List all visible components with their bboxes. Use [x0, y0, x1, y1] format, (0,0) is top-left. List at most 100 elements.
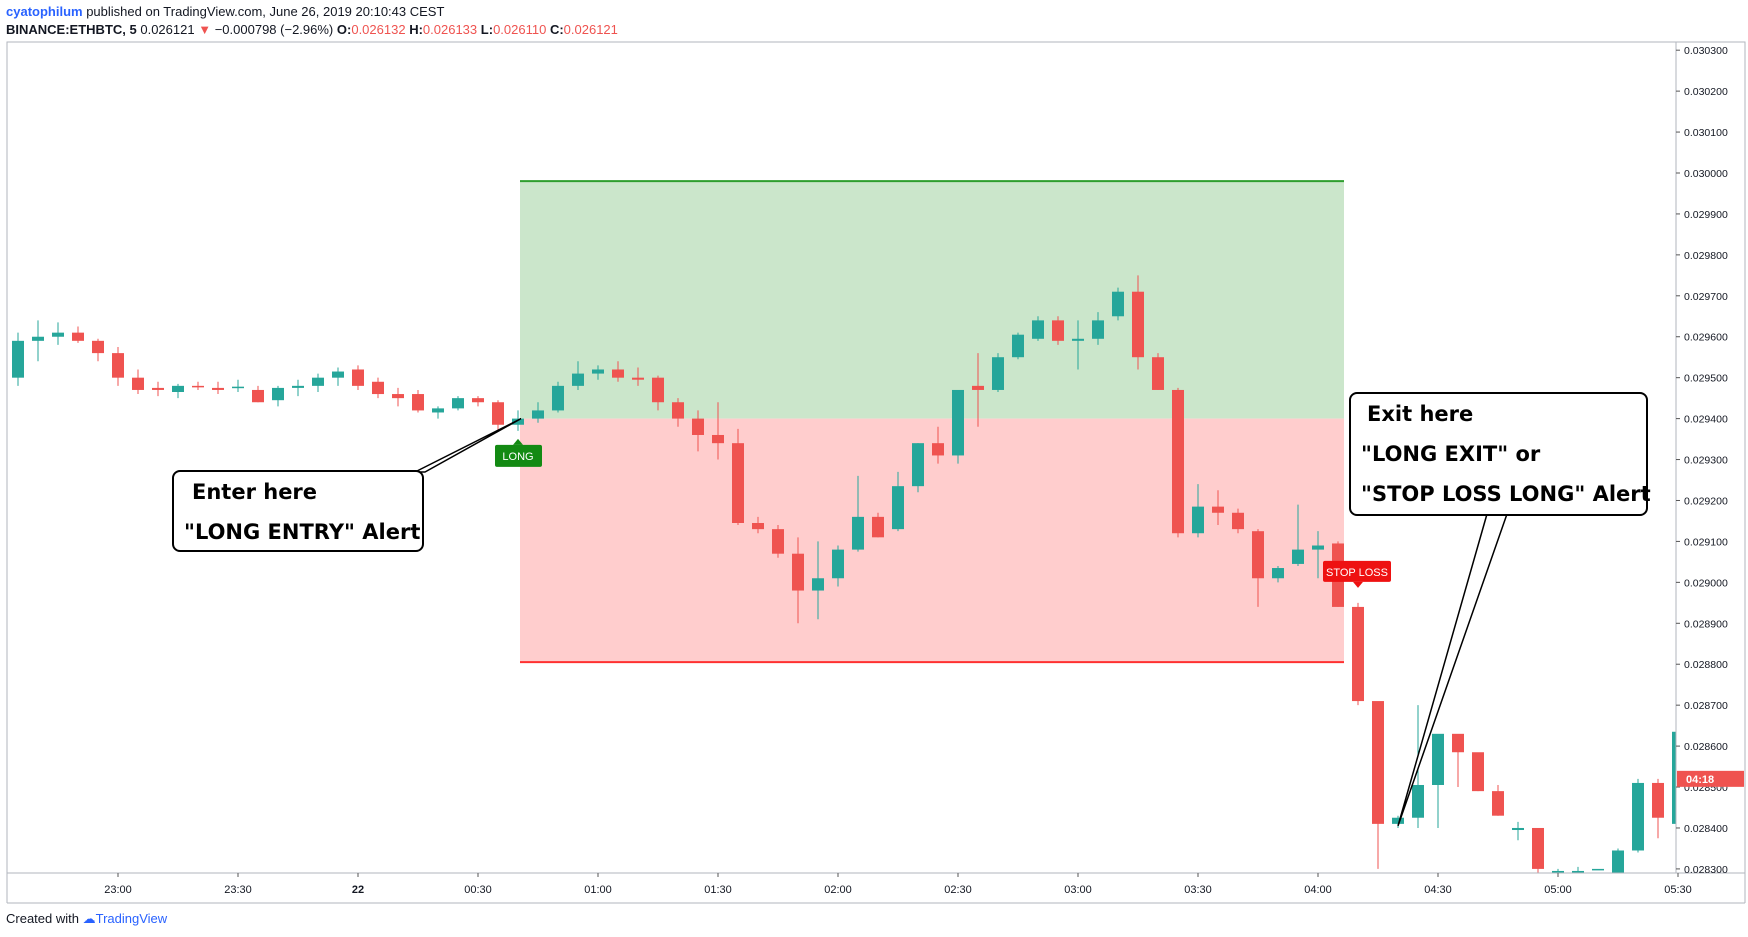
candle	[112, 346, 124, 386]
candle-body	[1132, 291, 1144, 358]
ohlc-legend: BINANCE:ETHBTC, 5 0.026121 ▼ −0.000798 (…	[6, 22, 618, 37]
candle-body	[1552, 870, 1564, 873]
open-value: 0.026132	[351, 22, 406, 37]
candle	[632, 367, 644, 386]
loss-zone	[520, 418, 1344, 663]
candle-body	[852, 516, 864, 550]
last-price: 0.026121	[140, 22, 195, 37]
candle	[352, 365, 364, 390]
candle	[1452, 733, 1464, 788]
x-tick-label: 02:00	[824, 884, 852, 896]
candle	[172, 383, 184, 399]
candle	[772, 525, 784, 558]
candle	[692, 410, 704, 452]
y-tick-label: 0.029400	[1684, 414, 1728, 426]
candle	[72, 326, 84, 343]
candle-body	[552, 385, 564, 411]
candle	[1052, 316, 1064, 345]
candle	[452, 396, 464, 411]
candle	[592, 365, 604, 380]
symbol-label: BINANCE:ETHBTC, 5	[6, 22, 137, 37]
candle-body	[232, 386, 244, 389]
candle	[432, 406, 444, 419]
candle-body	[792, 553, 804, 591]
close-value: 0.026121	[563, 22, 618, 37]
candle	[332, 367, 344, 386]
candle-body	[592, 369, 604, 374]
candle-body	[112, 353, 124, 378]
candle	[1092, 312, 1104, 345]
candle	[792, 537, 804, 624]
candle-body	[1452, 733, 1464, 753]
publish-info: cyatophilum published on TradingView.com…	[6, 4, 444, 19]
exit-callout-line3: "STOP LOSS LONG" Alert	[1361, 482, 1651, 506]
candle	[1532, 827, 1544, 873]
candle	[1572, 866, 1584, 873]
candle-body	[912, 443, 924, 487]
candle-body	[1092, 320, 1104, 339]
candle-body	[1292, 549, 1304, 564]
trade-markers: LONG STOP LOSS	[495, 438, 1391, 588]
x-tick-label: 01:30	[704, 884, 732, 896]
candle-body	[1232, 512, 1244, 530]
candle-body	[732, 443, 744, 523]
candle	[492, 400, 504, 431]
candle-body	[512, 418, 524, 425]
x-tick-label: 03:30	[1184, 884, 1212, 896]
candle	[292, 379, 304, 397]
candle	[1472, 752, 1484, 792]
username-link[interactable]: cyatophilum	[6, 4, 83, 19]
candle	[1112, 287, 1124, 321]
tradingview-logo-icon: ☁	[82, 911, 96, 926]
candle-body	[12, 340, 24, 378]
candle-body	[832, 549, 844, 579]
candle-body	[1172, 389, 1184, 534]
price-axis[interactable]: 0.030300 0.030200 0.030100 0.030000 0.029900…	[1676, 45, 1744, 876]
y-tick-label: 0.030000	[1684, 168, 1728, 180]
low-value: 0.026110	[493, 22, 547, 37]
candle-body	[252, 389, 264, 403]
published-text: published on TradingView.com, June 26, 2…	[82, 4, 445, 19]
candle	[892, 471, 904, 532]
candle-body	[1392, 817, 1404, 824]
candle-body	[892, 486, 904, 530]
candle-body	[312, 377, 324, 386]
y-tick-label: 0.029900	[1684, 209, 1728, 221]
candle-body	[1272, 568, 1284, 579]
candle-body	[72, 332, 84, 341]
candle	[12, 332, 24, 386]
y-tick-label: 0.028900	[1684, 618, 1728, 630]
candle	[372, 377, 384, 399]
candle-body	[132, 377, 144, 390]
candle-body	[572, 373, 584, 386]
candle-body	[1252, 531, 1264, 579]
candle	[572, 361, 584, 390]
time-axis[interactable]: 23:00 23:30 22 00:30 01:00 01:30 02:00 02:30 03:…	[104, 873, 1692, 896]
candle-body	[192, 385, 204, 388]
candle-body	[292, 385, 304, 388]
y-tick-label: 0.030300	[1684, 45, 1728, 57]
candle-body	[1572, 870, 1584, 873]
candle	[1492, 784, 1504, 816]
y-tick-label: 0.029100	[1684, 536, 1728, 548]
candle-body	[172, 385, 184, 393]
x-tick-label: 03:00	[1064, 884, 1092, 896]
candle-body	[692, 418, 704, 435]
candle	[732, 428, 744, 526]
chart-frame	[6, 41, 1746, 904]
candle	[932, 426, 944, 464]
candle	[812, 541, 824, 620]
tradingview-link[interactable]: TradingView	[95, 911, 168, 926]
x-tick-label: 23:30	[224, 884, 252, 896]
candle	[552, 381, 564, 413]
candle-body	[412, 394, 424, 411]
candle-body	[432, 408, 444, 413]
candle-body	[472, 398, 484, 403]
candle-body	[272, 387, 284, 401]
candle-body	[1312, 545, 1324, 550]
candle	[872, 512, 884, 538]
candle-body	[332, 371, 344, 378]
candle	[212, 381, 224, 395]
candle-body	[1412, 784, 1424, 818]
